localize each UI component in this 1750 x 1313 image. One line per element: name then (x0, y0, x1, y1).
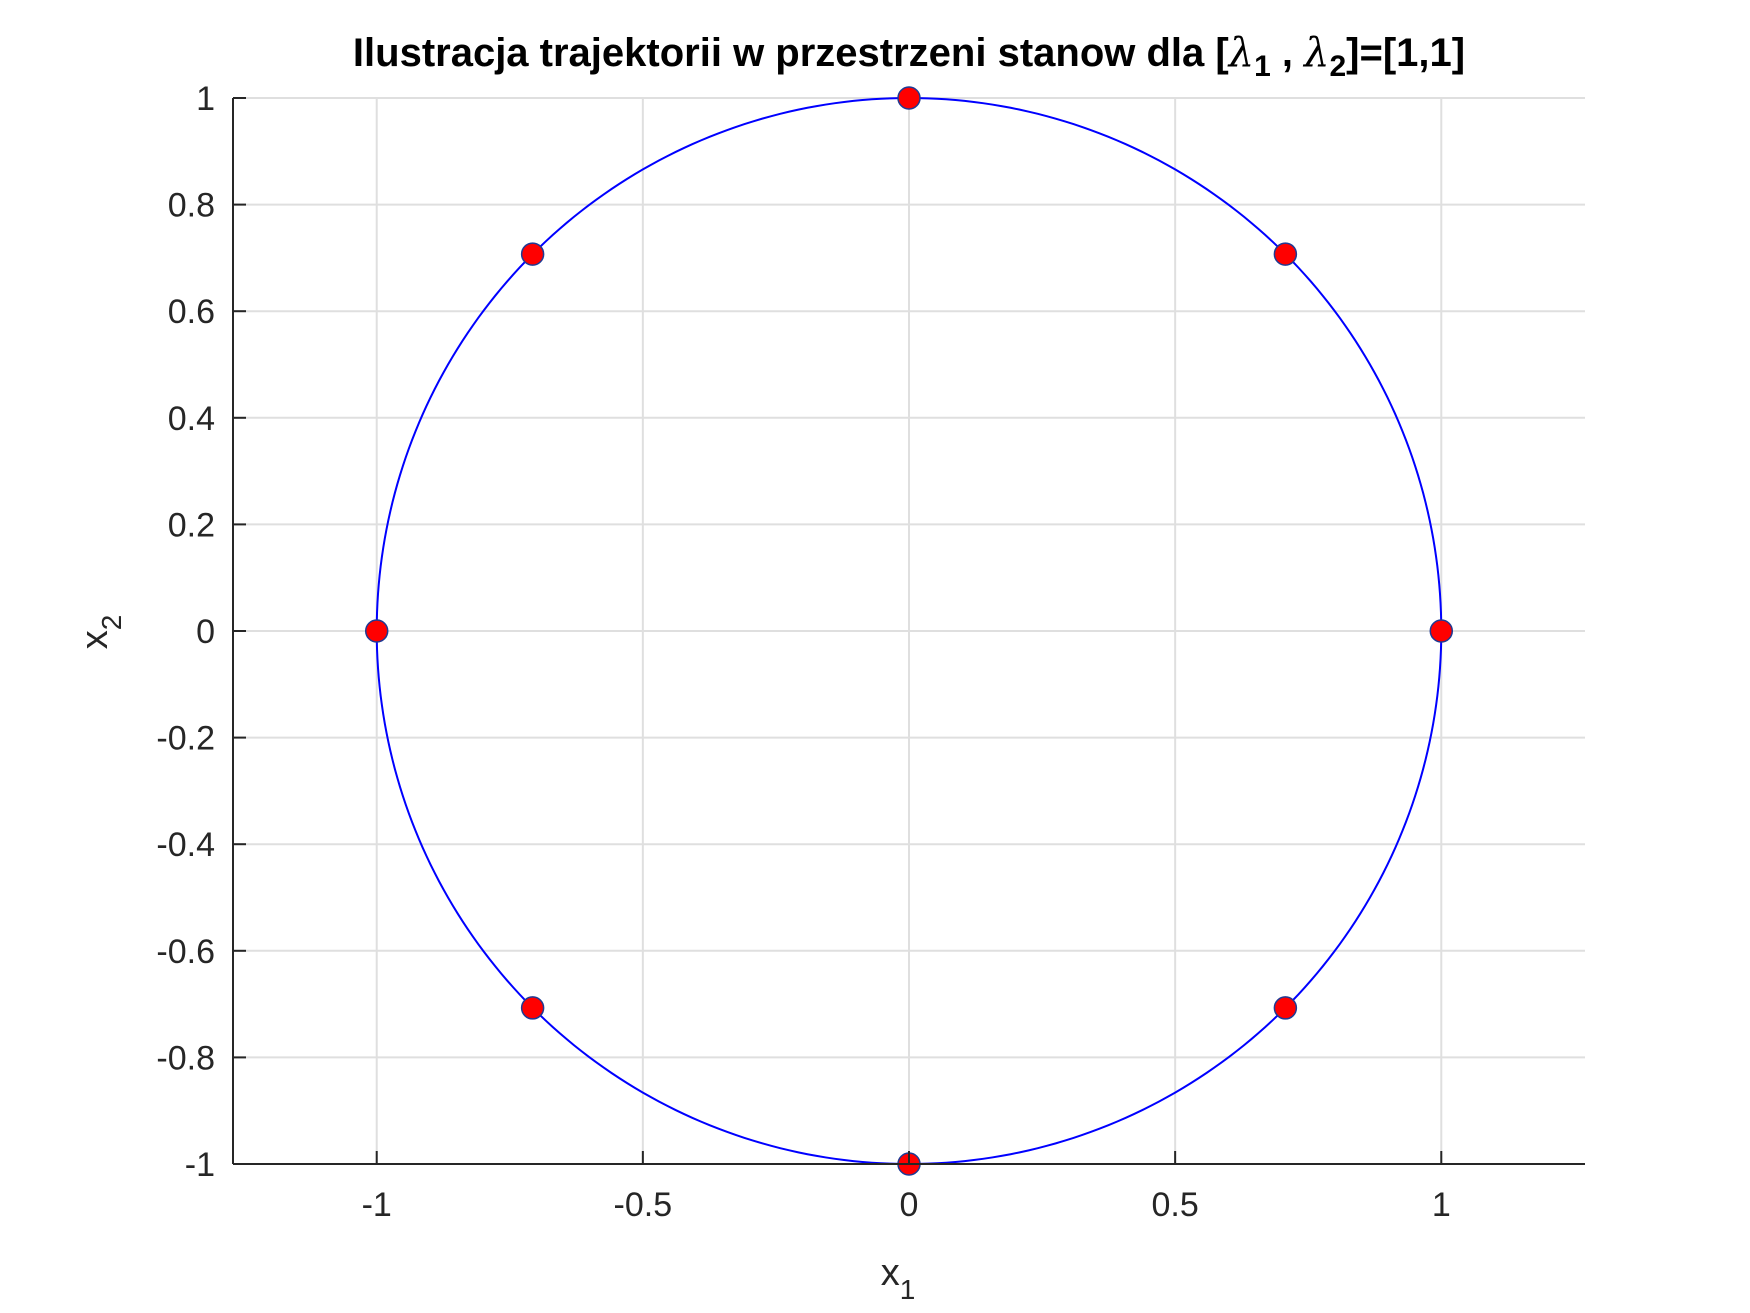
y-axis-label-sub: 2 (96, 615, 127, 631)
x-axis-label-base: x (881, 1252, 900, 1294)
y-tick-label: 0.6 (168, 293, 215, 331)
title-sub-1: 1 (1254, 50, 1271, 83)
y-axis-label: x2 (74, 615, 127, 650)
title-prefix: Ilustracja trajektorii w przestrzeni sta… (353, 31, 1229, 75)
ticks: -1 -0.5 0 0.5 1 -1 -0.8 -0.6 -0.4 -0.2 0 0.2 0.4 0.6 0… (156, 80, 1450, 1224)
y-tick-label: -1 (185, 1146, 215, 1184)
x-axis-label: x1 (881, 1252, 916, 1305)
x-axis-label-sub: 1 (900, 1274, 916, 1305)
y-tick-label: -0.2 (156, 720, 215, 758)
y-tick-label: 1 (196, 80, 215, 118)
y-tick-label: -0.8 (156, 1039, 215, 1077)
series-layer (364, 86, 1454, 1176)
trajectory-point (520, 996, 545, 1020)
trajectory-point (1273, 242, 1298, 266)
x-tick-label: 0 (900, 1186, 919, 1224)
trajectory-point (1429, 619, 1454, 643)
y-tick-label: 0.4 (168, 400, 215, 438)
x-tick-label: 0.5 (1152, 1186, 1199, 1224)
title-lambda-1: λ (1227, 30, 1254, 76)
trajectory-point (520, 242, 545, 266)
title-sub-2: 2 (1329, 50, 1346, 83)
y-axis-label-base: x (74, 630, 116, 649)
y-tick-label: -0.4 (156, 826, 215, 864)
trajectory-point (897, 86, 921, 110)
trajectory-point (1273, 996, 1298, 1020)
y-tick-label: 0.2 (168, 506, 215, 544)
y-tick-label: -0.6 (156, 933, 215, 971)
title-lambda-2: λ (1302, 30, 1329, 76)
x-tick-label: 1 (1432, 1186, 1451, 1224)
title-separator: , (1271, 31, 1304, 75)
x-tick-label: -0.5 (614, 1186, 673, 1224)
trajectory-point (364, 619, 389, 643)
y-tick-label: 0.8 (168, 187, 215, 225)
chart-title: Ilustracja trajektorii w przestrzeni sta… (353, 30, 1465, 83)
x-tick-label: -1 (362, 1186, 392, 1224)
y-tick-label: 0 (196, 613, 215, 651)
title-suffix: ]=[1,1] (1346, 31, 1465, 75)
